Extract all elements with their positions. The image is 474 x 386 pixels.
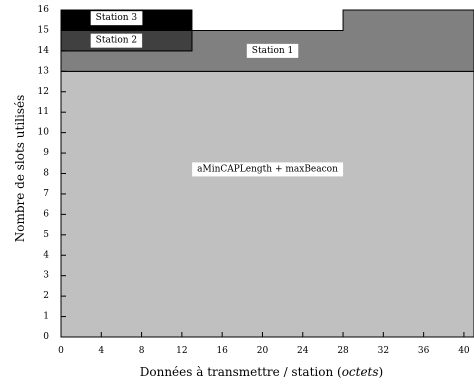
y-tick-label: 2 [43,291,49,301]
x-tick-label: 16 [216,346,228,356]
x-tick-label: 40 [458,346,470,356]
region-amincaplength-maxbeacon [60,70,474,338]
region-label-box [246,43,299,58]
region-label-station-2: Station 2 [90,33,143,48]
y-tick-label: 1 [43,312,49,322]
x-tick-label: 32 [378,346,389,356]
x-axis-title: Données à transmettre / station (octets) [140,365,383,379]
y-axis-title: Nombre de slots utilisés [13,95,27,243]
x-tick-label: 8 [139,346,145,356]
region-label-box [90,11,143,26]
region-label-box [192,162,344,177]
y-tick-label: 12 [38,87,49,97]
x-tick-label: 24 [297,346,309,356]
x-axis-title-close: ) [379,365,384,379]
x-tick-label: 36 [418,346,430,356]
x-axis-title-main: Données à transmettre / station ( [140,365,342,379]
y-tick-label: 4 [43,250,49,260]
y-tick-label: 0 [43,332,49,342]
region-label-box [90,33,143,48]
region-label-text: aMinCAPLength + maxBeacon [197,164,338,174]
region-label-amincaplength-maxbeacon: aMinCAPLength + maxBeacon [192,162,344,177]
y-tick-label: 8 [43,169,49,179]
x-axis-title-unit: octets [342,365,379,379]
region-label-text: Station 3 [96,13,138,23]
y-tick-label: 15 [38,25,50,35]
x-tick-label: 0 [58,346,64,356]
x-tick-label: 12 [176,346,187,356]
region-label-station-1: Station 1 [246,43,299,58]
y-tick-label: 6 [43,209,49,219]
region-labels: aMinCAPLength + maxBeacon Station 1 Statio… [90,11,344,177]
y-tick-label: 7 [43,189,49,199]
y-tick-label: 11 [38,107,49,117]
x-tick-label: 28 [337,346,349,356]
y-tick-label: 3 [43,271,49,281]
region-label-text: Station 2 [96,36,137,46]
y-tick-label: 16 [38,5,50,15]
x-tick-label: 4 [98,346,104,356]
y-tick-label: 5 [43,230,49,240]
x-tick-label: 20 [257,346,269,356]
region-label-text: Station 1 [252,46,293,56]
region-label-station-3: Station 3 [90,11,143,26]
y-tick-label: 9 [43,148,49,158]
y-tick-label: 13 [38,66,50,76]
regions-layer [60,9,474,338]
y-tick-label: 14 [38,46,50,56]
y-tick-label: 10 [38,128,50,138]
